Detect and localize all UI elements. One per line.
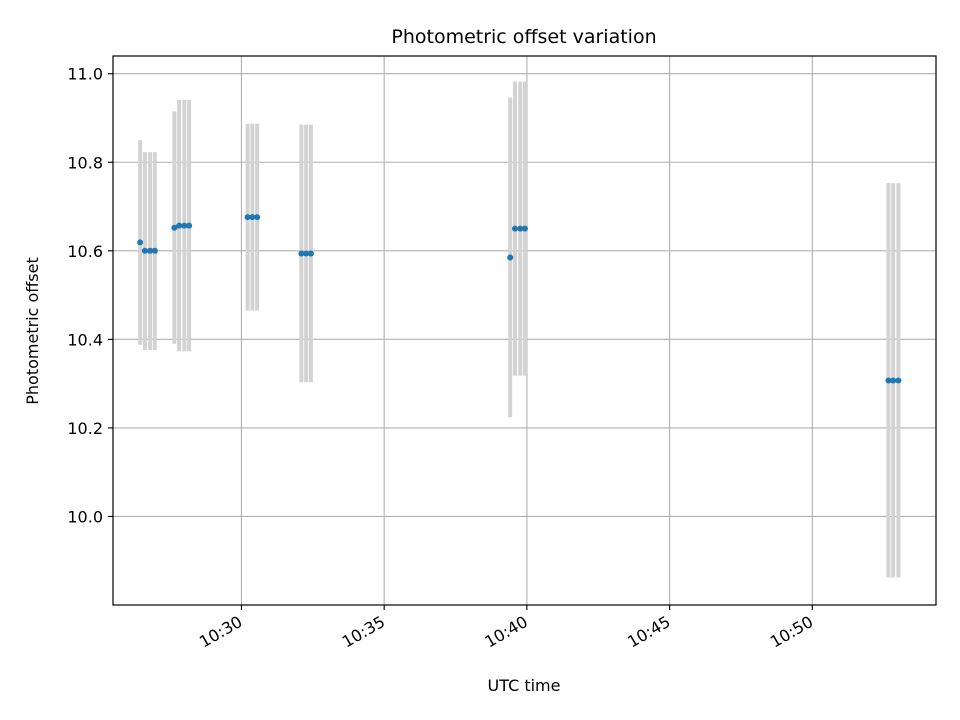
y-axis-ticks: 10.0 10.2 10.4 10.6 10.8 11.0 — [67, 65, 113, 526]
data-point — [298, 250, 305, 257]
chart-title: Photometric offset variation — [391, 26, 656, 48]
y-tick-label: 10.8 — [67, 153, 103, 172]
data-point — [507, 254, 514, 261]
data-point — [147, 247, 154, 254]
data-point — [176, 222, 183, 229]
data-point — [511, 225, 518, 232]
y-axis-label: Photometric offset — [23, 257, 42, 405]
data-point — [885, 377, 892, 384]
plot-frame — [112, 55, 937, 606]
data-points — [137, 214, 902, 384]
y-tick-label: 10.0 — [67, 507, 103, 526]
data-point — [141, 247, 148, 254]
data-point — [244, 214, 251, 221]
data-point — [890, 377, 897, 384]
data-point — [171, 224, 178, 231]
data-point — [517, 225, 524, 232]
data-point — [186, 222, 193, 229]
data-point — [137, 239, 144, 246]
data-point — [151, 247, 158, 254]
data-point — [181, 222, 188, 229]
data-point — [895, 377, 902, 384]
y-tick-label: 10.4 — [67, 330, 103, 349]
data-point — [303, 250, 310, 257]
x-axis-label: UTC time — [488, 676, 561, 695]
y-tick-label: 10.2 — [67, 419, 103, 438]
data-point — [249, 214, 256, 221]
data-point — [307, 250, 314, 257]
y-tick-label: 10.6 — [67, 242, 103, 261]
data-point — [521, 225, 528, 232]
data-point — [254, 214, 261, 221]
y-tick-label: 11.0 — [67, 65, 103, 84]
